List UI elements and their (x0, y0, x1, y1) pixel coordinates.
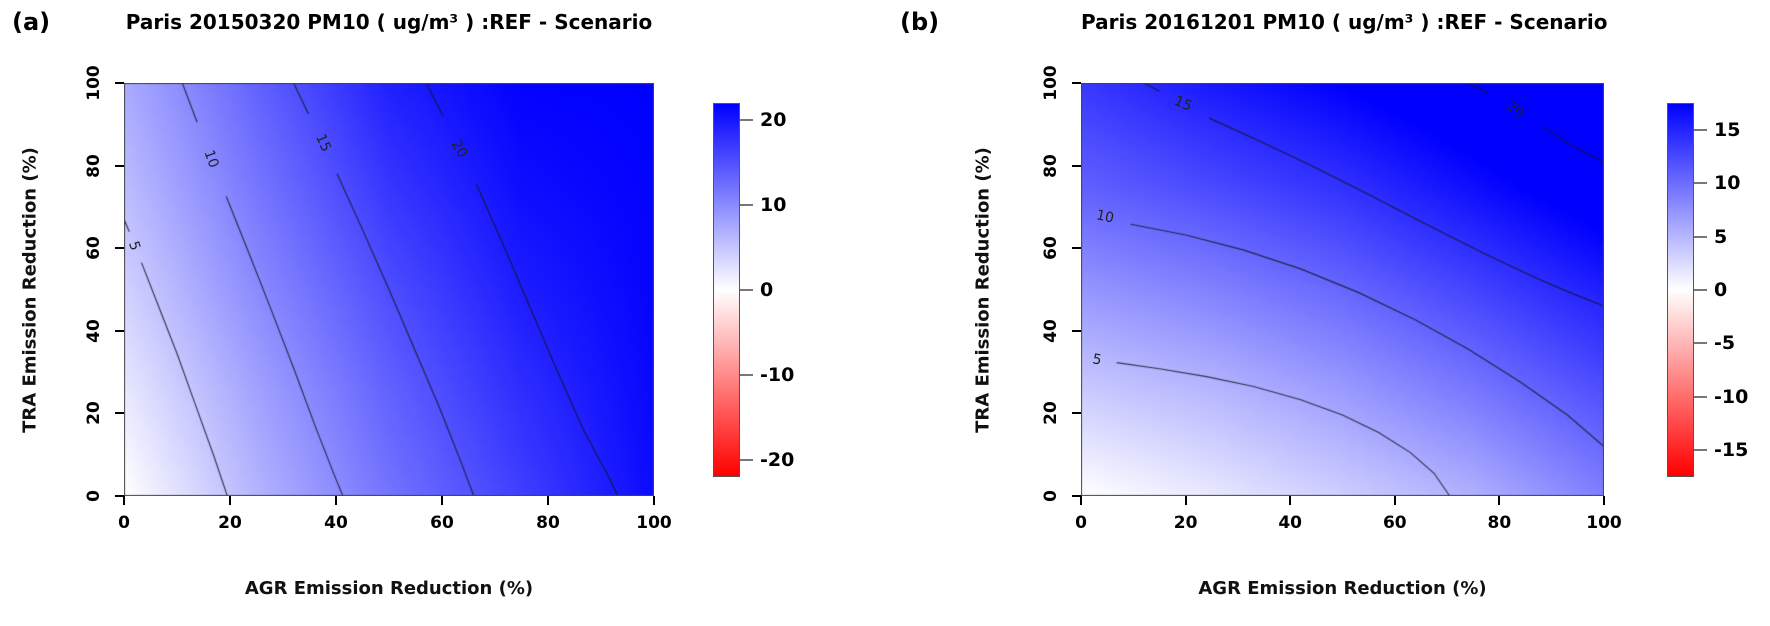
y-tick-label: 40 (84, 318, 104, 343)
y-tick-label: 100 (1041, 65, 1061, 101)
chart-title-b: Paris 20161201 PM10 ( ug/m³ ) :REF - Sce… (1081, 10, 1608, 34)
x-tick-label: 0 (1075, 513, 1087, 533)
y-tick-mark (1072, 329, 1081, 332)
x-tick-mark (547, 496, 549, 505)
x-tick-label: 80 (1487, 513, 1512, 533)
x-tick-mark (1498, 496, 1501, 505)
y-tick-label: 80 (1041, 153, 1061, 178)
x-tick-label: 80 (536, 513, 560, 533)
colorbar-tick-label: 20 (760, 109, 787, 131)
colorbar-tick-mark (740, 374, 753, 376)
colorbar-tick-mark (1694, 395, 1707, 398)
x-tick-mark (123, 496, 125, 505)
colorbar-tick-label: 5 (1714, 225, 1728, 248)
x-tick-mark (653, 496, 655, 505)
y-tick-mark (115, 495, 124, 497)
colorbar-tick-label: -5 (1714, 332, 1736, 355)
colorbar-tick-mark (1694, 128, 1707, 131)
x-tick-label: 20 (218, 513, 242, 533)
y-tick-mark (1072, 495, 1081, 497)
y-tick-label: 60 (84, 236, 104, 261)
y-tick-label: 40 (1041, 318, 1061, 343)
chart-title-a: Paris 20150320 PM10 ( ug/m³ ) :REF - Sce… (125, 10, 653, 34)
x-tick-label: 40 (1278, 513, 1303, 533)
colorbar-tick-label: 0 (1714, 279, 1728, 301)
colorbar-tick-label: 15 (1714, 118, 1741, 141)
colorbar-tick-mark (740, 119, 753, 121)
colorbar-b (1667, 103, 1694, 477)
y-tick-mark (1072, 247, 1081, 250)
x-tick-label: 100 (1586, 513, 1622, 533)
x-axis-title-b: AGR Emission Reduction (%) (1198, 578, 1487, 599)
colorbar-a (713, 103, 740, 477)
colorbar-tick-label: -10 (1714, 385, 1749, 408)
colorbar-tick-label: 10 (760, 194, 787, 216)
y-tick-label: 100 (84, 65, 104, 101)
y-tick-label: 20 (1041, 401, 1061, 426)
colorbar-tick-mark (740, 204, 753, 206)
y-tick-mark (115, 329, 124, 332)
y-axis-title-a: TRA Emission Reduction (%) (19, 147, 41, 433)
y-tick-label: 80 (84, 153, 104, 178)
colorbar-tick-mark (740, 459, 753, 461)
x-axis-title-a: AGR Emission Reduction (%) (244, 578, 534, 599)
y-tick-mark (1072, 164, 1081, 167)
colorbar-tick-label: 0 (760, 279, 774, 301)
panel-label-a: (a) (12, 8, 51, 36)
y-tick-mark (115, 247, 124, 250)
colorbar-tick-mark (1694, 235, 1707, 238)
y-tick-label: 0 (1041, 490, 1061, 502)
y-tick-label: 0 (84, 490, 104, 502)
y-tick-label: 20 (84, 401, 104, 426)
x-tick-mark (335, 496, 337, 505)
x-tick-mark (1184, 496, 1187, 505)
y-tick-mark (115, 412, 124, 415)
x-tick-label: 20 (1173, 513, 1198, 533)
x-tick-mark (441, 496, 443, 505)
x-tick-label: 40 (324, 513, 348, 533)
x-tick-mark (1289, 496, 1292, 505)
colorbar-tick-label: -20 (760, 449, 795, 471)
y-tick-label: 60 (1041, 236, 1061, 261)
x-tick-mark (229, 496, 231, 505)
colorbar-tick-label: 10 (1714, 172, 1741, 195)
y-axis-title-b: TRA Emission Reduction (%) (972, 147, 994, 433)
x-tick-mark (1603, 496, 1605, 505)
y-tick-mark (1072, 412, 1081, 415)
x-tick-mark (1080, 496, 1082, 505)
colorbar-tick-mark (1694, 289, 1707, 291)
contour-plot-b (1081, 83, 1604, 496)
x-tick-label: 60 (430, 513, 454, 533)
x-tick-label: 100 (636, 513, 672, 533)
y-tick-mark (115, 164, 124, 167)
panel-label-b: (b) (900, 8, 940, 36)
y-tick-mark (1072, 82, 1081, 84)
colorbar-tick-mark (1694, 182, 1707, 185)
x-tick-label: 60 (1382, 513, 1407, 533)
colorbar-tick-label: -15 (1714, 439, 1749, 462)
colorbar-tick-label: -10 (760, 364, 795, 386)
contour-plot-a (124, 83, 654, 496)
colorbar-tick-mark (1694, 449, 1707, 452)
colorbar-tick-mark (740, 289, 753, 291)
x-tick-mark (1393, 496, 1396, 505)
colorbar-tick-mark (1694, 342, 1707, 345)
y-tick-mark (115, 82, 124, 84)
x-tick-label: 0 (118, 513, 130, 533)
